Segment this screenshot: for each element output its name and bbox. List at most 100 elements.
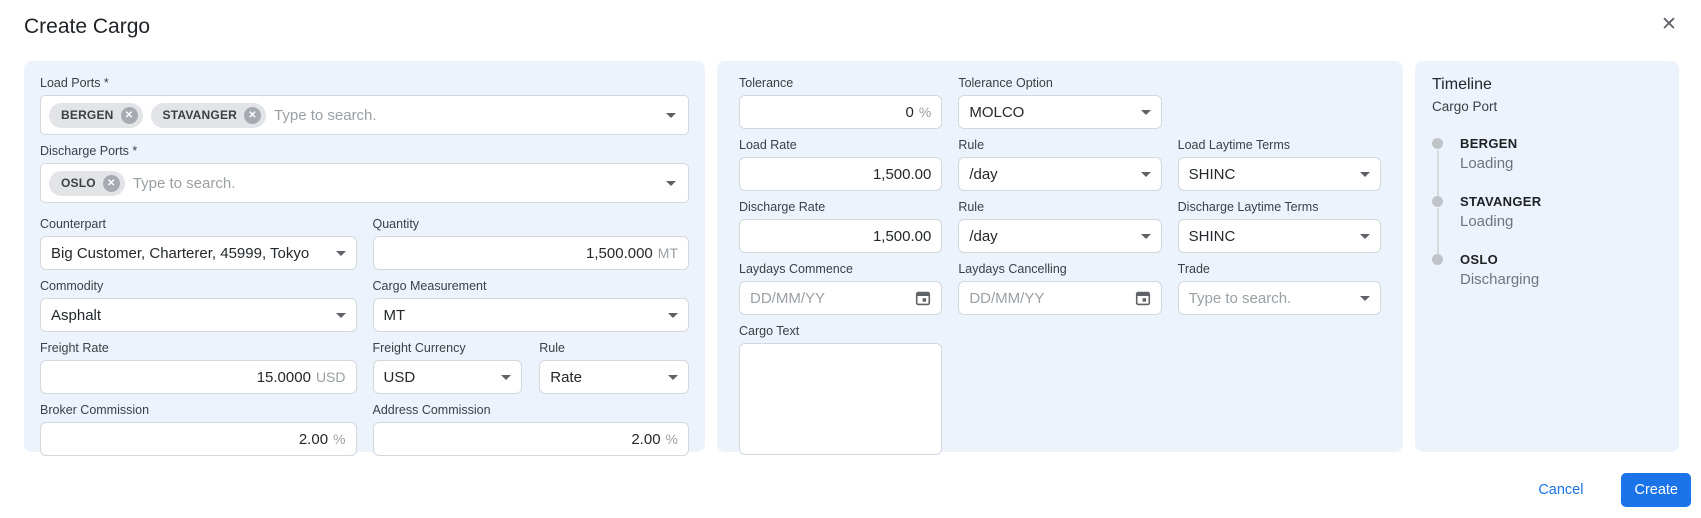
freight-currency-select[interactable]: USD <box>372 360 523 394</box>
commodity-select[interactable]: Asphalt <box>40 298 357 332</box>
commodity-label: Commodity <box>40 279 104 293</box>
discharge-rate-row: Discharge Rate 1,500.00 Rule /day Discha… <box>739 200 1381 253</box>
address-commission-value: 2.00 <box>631 430 661 448</box>
load-laytime-terms-select[interactable]: SHINC <box>1177 157 1381 191</box>
address-commission-group: Address Commission 2.00 % <box>372 403 689 456</box>
chevron-down-icon <box>668 312 678 318</box>
chevron-down-icon <box>335 312 346 318</box>
address-commission-unit: % <box>665 431 678 447</box>
discharge-rate-input[interactable]: 1,500.00 <box>739 219 943 253</box>
load-rate-input[interactable]: 1,500.00 <box>739 157 943 191</box>
freight-currency-rule-subrow: Freight Currency USD Rule Rate <box>372 341 689 394</box>
timeline-port: STAVANGER <box>1460 194 1542 209</box>
laydays-commence-input[interactable]: DD/MM/YY <box>739 281 943 315</box>
create-button[interactable]: Create <box>1621 473 1691 507</box>
discharge-laytime-terms-value: SHINC <box>1188 227 1236 245</box>
counterpart-select[interactable]: Big Customer, Charterer, 45999, Tokyo <box>40 236 357 270</box>
cargo-measurement-select[interactable]: MT <box>372 298 689 332</box>
cargo-text-group: Cargo Text <box>739 324 943 460</box>
trade-input[interactable]: Type to search. <box>1177 281 1381 315</box>
calendar-icon[interactable] <box>1135 290 1151 306</box>
load-rate-row: Load Rate 1,500.00 Rule /day Load Laytim… <box>739 138 1381 191</box>
broker-commission-label: Broker Commission <box>40 403 150 417</box>
timeline-dot-icon <box>1432 254 1443 265</box>
laydays-cancelling-placeholder: DD/MM/YY <box>969 289 1045 307</box>
discharge-laytime-terms-label: Discharge Laytime Terms <box>1177 200 1319 214</box>
freight-rate-value: 15.0000 <box>256 368 311 386</box>
tolerance-option-group: Tolerance Option MOLCO <box>958 76 1162 129</box>
cancel-button[interactable]: Cancel <box>1532 481 1589 499</box>
load-rule-select[interactable]: /day <box>958 157 1162 191</box>
load-ports-input[interactable]: BERGEN ✕ STAVANGER ✕ Type to search. <box>40 95 689 135</box>
discharge-rule-value: /day <box>969 227 998 245</box>
chevron-down-icon <box>666 112 676 118</box>
load-rate-label: Load Rate <box>739 138 797 152</box>
chevron-down-icon <box>1359 295 1370 301</box>
tolerance-option-select[interactable]: MOLCO <box>958 95 1162 129</box>
quantity-group: Quantity 1,500.000 MT <box>372 217 689 270</box>
chip-label: BERGEN <box>61 108 114 122</box>
laydays-commence-label: Laydays Commence <box>739 262 853 276</box>
tolerance-input[interactable]: 0 % <box>739 95 943 129</box>
timeline-subtitle: Cargo Port <box>1432 99 1498 114</box>
quantity-value: 1,500.000 <box>586 244 653 262</box>
freight-rate-input[interactable]: 15.0000 USD <box>40 360 357 394</box>
cargo-text-input[interactable] <box>739 343 943 455</box>
chevron-down-icon <box>668 374 678 380</box>
load-laytime-terms-value: SHINC <box>1188 165 1236 183</box>
calendar-icon[interactable] <box>915 290 931 306</box>
chevron-down-icon <box>1359 233 1370 239</box>
broker-commission-input[interactable]: 2.00 % <box>40 422 357 456</box>
dialog-header: Create Cargo <box>0 0 1701 40</box>
timeline-activity: Loading <box>1460 155 1514 172</box>
counterpart-group: Counterpart Big Customer, Charterer, 459… <box>40 217 357 270</box>
discharge-port-chip: OSLO ✕ <box>49 170 125 196</box>
quantity-input[interactable]: 1,500.000 MT <box>372 236 689 270</box>
quantity-label: Quantity <box>372 217 420 231</box>
chip-remove-icon[interactable]: ✕ <box>244 106 262 124</box>
timeline-dot-icon <box>1432 196 1443 207</box>
freight-rule-value: Rate <box>550 368 582 386</box>
laydays-cancelling-label: Laydays Cancelling <box>958 262 1067 276</box>
cargo-text-label: Cargo Text <box>739 324 800 338</box>
trade-label: Trade <box>1177 262 1210 276</box>
discharge-ports-label: Discharge Ports * <box>40 144 138 158</box>
trade-group: Trade Type to search. <box>1177 262 1381 315</box>
freight-rule-select[interactable]: Rate <box>539 360 689 394</box>
counterpart-quantity-row: Counterpart Big Customer, Charterer, 459… <box>40 217 689 270</box>
chip-remove-icon[interactable]: ✕ <box>102 174 120 192</box>
laydays-commence-group: Laydays Commence DD/MM/YY <box>739 262 943 315</box>
panels-row: Load Ports * BERGEN ✕ STAVANGER ✕ Type t… <box>0 61 1701 456</box>
address-commission-label: Address Commission <box>372 403 491 417</box>
discharge-laytime-terms-select[interactable]: SHINC <box>1177 219 1381 253</box>
freight-rule-group: Rule Rate <box>539 341 689 394</box>
chevron-down-icon <box>335 250 346 256</box>
chip-remove-icon[interactable]: ✕ <box>120 106 138 124</box>
load-ports-label: Load Ports * <box>40 76 109 90</box>
timeline-dot-icon <box>1432 138 1443 149</box>
load-port-chip: STAVANGER ✕ <box>150 102 267 128</box>
freight-currency-group: Freight Currency USD <box>372 341 523 394</box>
commission-row: Broker Commission 2.00 % Address Commiss… <box>40 403 689 456</box>
freight-currency-value: USD <box>383 368 416 386</box>
freight-rule-label: Rule <box>539 341 565 355</box>
close-icon[interactable]: ✕ <box>1661 14 1677 35</box>
discharge-laytime-terms-group: Discharge Laytime Terms SHINC <box>1177 200 1381 253</box>
discharge-rate-label: Discharge Rate <box>739 200 826 214</box>
laydays-commence-placeholder: DD/MM/YY <box>750 289 825 307</box>
laydays-cancelling-input[interactable]: DD/MM/YY <box>958 281 1162 315</box>
laydays-row: Laydays Commence DD/MM/YY Laydays Cancel… <box>739 262 1381 315</box>
broker-commission-unit: % <box>333 431 346 447</box>
chevron-down-icon <box>1140 171 1151 177</box>
freight-rate-group: Freight Rate 15.0000 USD <box>40 341 357 394</box>
load-rate-value: 1,500.00 <box>872 165 932 183</box>
timeline-entry: STAVANGER Loading <box>1432 194 1662 254</box>
discharge-rule-select[interactable]: /day <box>958 219 1162 253</box>
freight-rate-label: Freight Rate <box>40 341 109 355</box>
discharge-ports-input[interactable]: OSLO ✕ Type to search. <box>40 163 689 203</box>
address-commission-input[interactable]: 2.00 % <box>372 422 689 456</box>
chevron-down-icon <box>1140 109 1151 115</box>
tolerance-option-value: MOLCO <box>969 103 1025 121</box>
discharge-rate-value: 1,500.00 <box>872 227 932 245</box>
chip-label: OSLO <box>61 176 96 190</box>
